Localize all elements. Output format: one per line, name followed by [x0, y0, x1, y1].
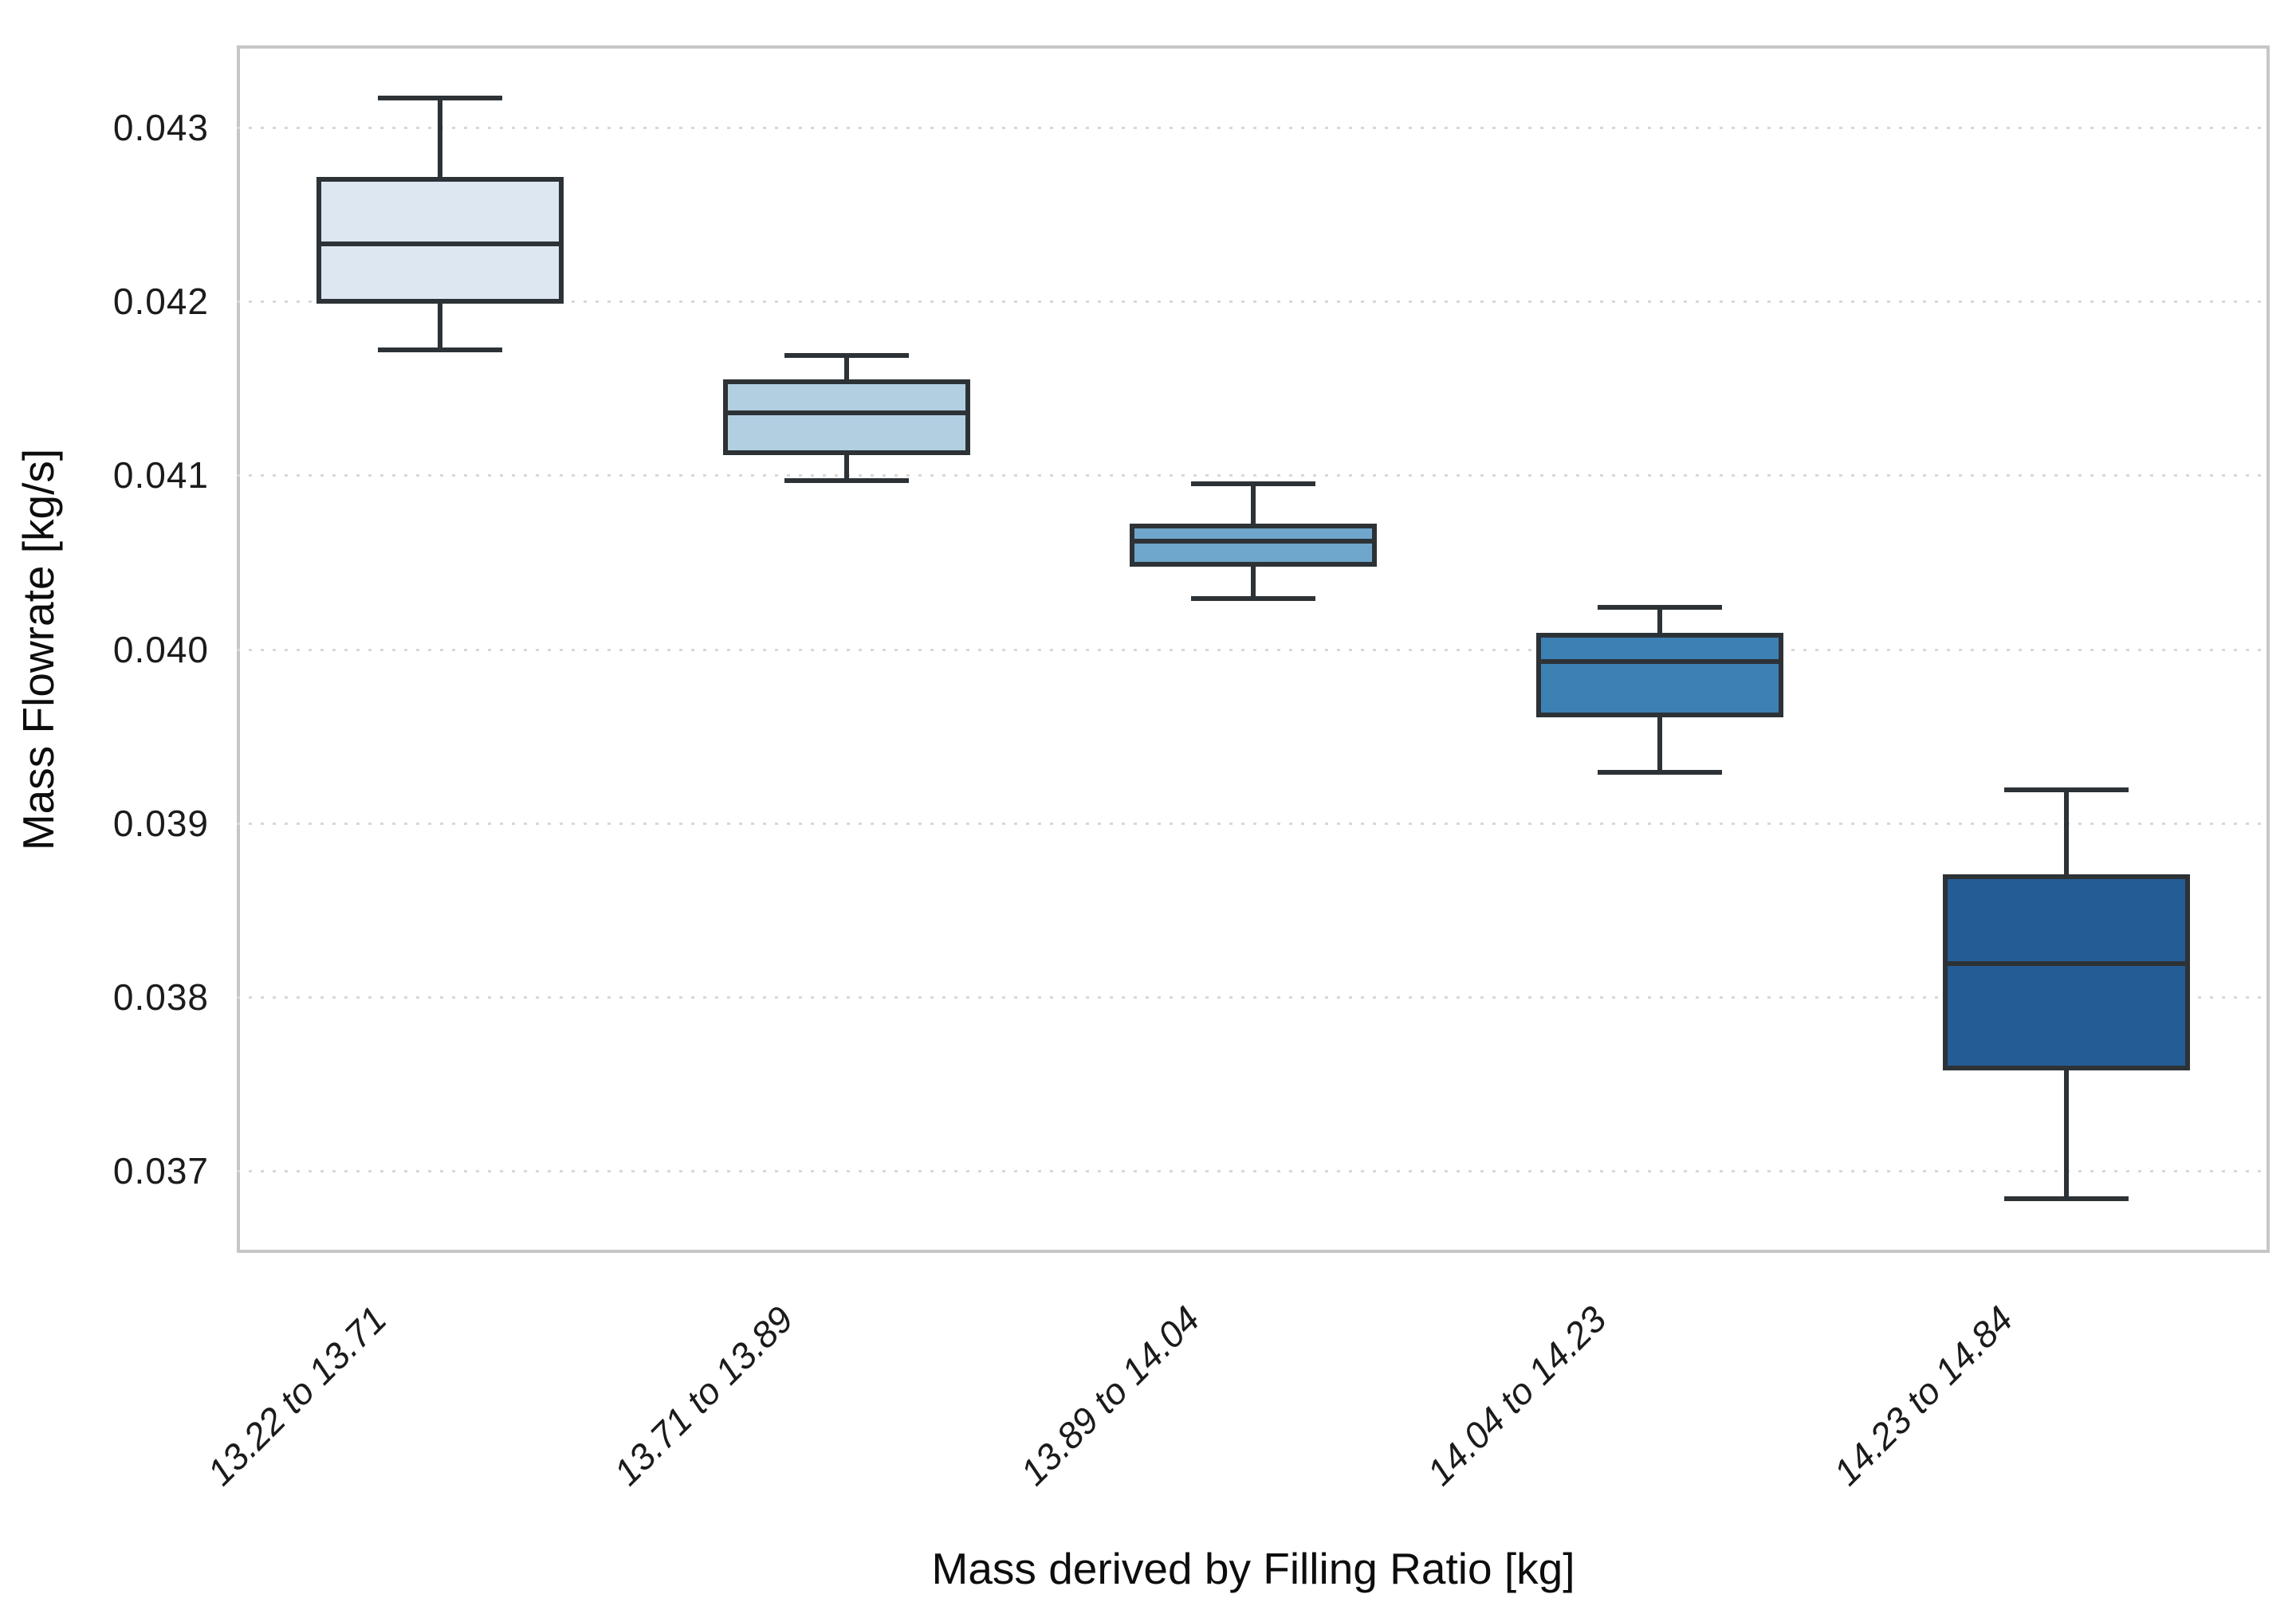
y-gridline [237, 648, 2270, 651]
median-line [1948, 961, 2185, 967]
y-gridline [237, 300, 2270, 304]
y-gridline [237, 126, 2270, 129]
whisker-lower-cap [1598, 770, 1722, 776]
whisker-upper-cap [378, 95, 502, 100]
y-tick-label: 0.039 [112, 802, 209, 844]
whisker-lower-line [844, 452, 849, 481]
whisker-lower-cap [2004, 1196, 2129, 1201]
x-tick-label: 13.22 to 13.71 [199, 1298, 395, 1494]
x-tick-label: 13.71 to 13.89 [605, 1298, 801, 1494]
y-gridline [237, 1170, 2270, 1173]
whisker-lower-line [1657, 715, 1662, 773]
box-iqr [1943, 874, 2190, 1071]
whisker-lower-cap [378, 348, 502, 353]
whisker-upper-line [1657, 607, 1662, 636]
box-iqr [316, 177, 564, 304]
x-tick-label: 13.89 to 14.04 [1012, 1298, 1208, 1494]
x-tick-label: 14.04 to 14.23 [1418, 1298, 1614, 1494]
x-axis-label: Mass derived by Filling Ratio [kg] [931, 1544, 1575, 1593]
y-gridline [237, 995, 2270, 999]
x-tick-label: 14.23 to 14.84 [1825, 1298, 2021, 1494]
y-gridline [237, 474, 2270, 477]
whisker-upper-cap [2004, 787, 2129, 793]
median-line [1134, 539, 1372, 544]
y-gridline [237, 822, 2270, 825]
y-tick-label: 0.042 [112, 281, 209, 323]
y-tick-label: 0.038 [112, 976, 209, 1018]
y-tick-label: 0.040 [112, 628, 209, 670]
box-iqr [1130, 523, 1377, 567]
whisker-upper-line [844, 355, 849, 382]
whisker-upper-cap [784, 352, 909, 358]
median-line [321, 241, 559, 247]
whisker-lower-line [1251, 563, 1256, 599]
y-tick-label: 0.043 [112, 106, 209, 148]
whisker-lower-line [2064, 1068, 2069, 1199]
median-line [1541, 658, 1779, 664]
median-line [728, 410, 965, 415]
box-iqr [1536, 633, 1783, 718]
whisker-lower-cap [1191, 596, 1315, 602]
whisker-upper-cap [1191, 481, 1315, 487]
whisker-lower-cap [784, 477, 909, 483]
whisker-upper-cap [1598, 605, 1722, 611]
whisker-lower-line [438, 301, 442, 351]
whisker-upper-line [1251, 484, 1256, 526]
box-iqr [723, 379, 970, 455]
y-tick-label: 0.041 [112, 454, 209, 497]
y-tick-label: 0.037 [112, 1150, 209, 1192]
whisker-upper-line [438, 97, 442, 180]
whisker-upper-line [2064, 790, 2069, 878]
